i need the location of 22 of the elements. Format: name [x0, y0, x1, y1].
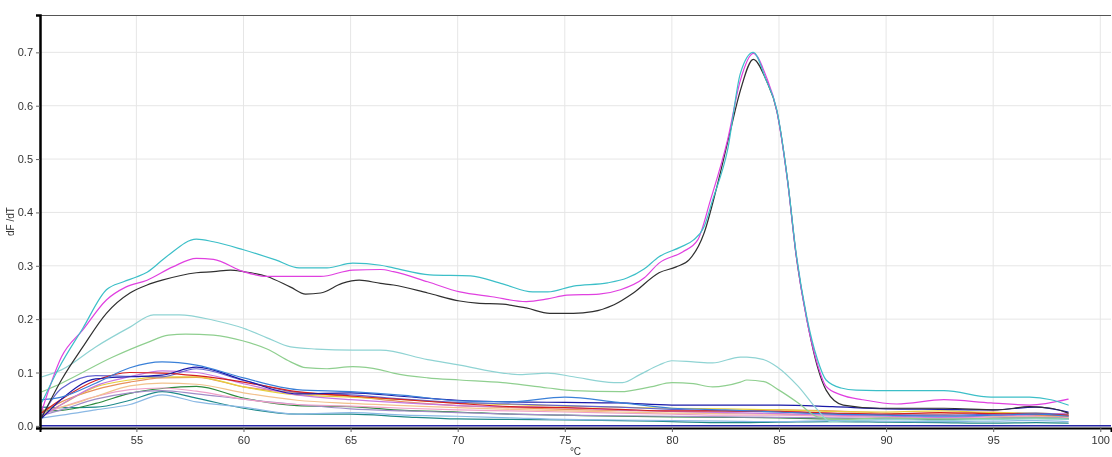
x-tick-label: 60	[237, 433, 251, 446]
y-tick-label: 0.6	[17, 99, 33, 112]
x-tick-label: 85	[773, 433, 786, 446]
x-tick-label: 100	[1091, 433, 1110, 446]
y-tick-label: 0.3	[17, 259, 33, 272]
x-tick-label: 95	[987, 433, 1000, 446]
y-tick-label: 0.4	[17, 206, 33, 219]
y-tick-label: 0.2	[17, 313, 33, 326]
y-axis-title: dF /dT	[5, 207, 16, 236]
y-tick-label: 0.0	[17, 419, 33, 432]
x-tick-label: 75	[559, 433, 572, 446]
y-tick-label: 0.5	[17, 153, 33, 166]
line-series	[41, 333, 1069, 421]
y-tick-label: 0.1	[17, 366, 33, 379]
x-tick-label: 90	[880, 433, 893, 446]
x-axis-title: °C	[569, 446, 582, 457]
x-tick-label: 65	[344, 433, 358, 446]
x-tick-label: 70	[452, 433, 465, 446]
line-series	[41, 314, 1069, 423]
y-tick-label: 0.7	[17, 46, 33, 59]
x-tick-label: 80	[666, 433, 679, 446]
x-tick-label: 55	[130, 433, 144, 446]
